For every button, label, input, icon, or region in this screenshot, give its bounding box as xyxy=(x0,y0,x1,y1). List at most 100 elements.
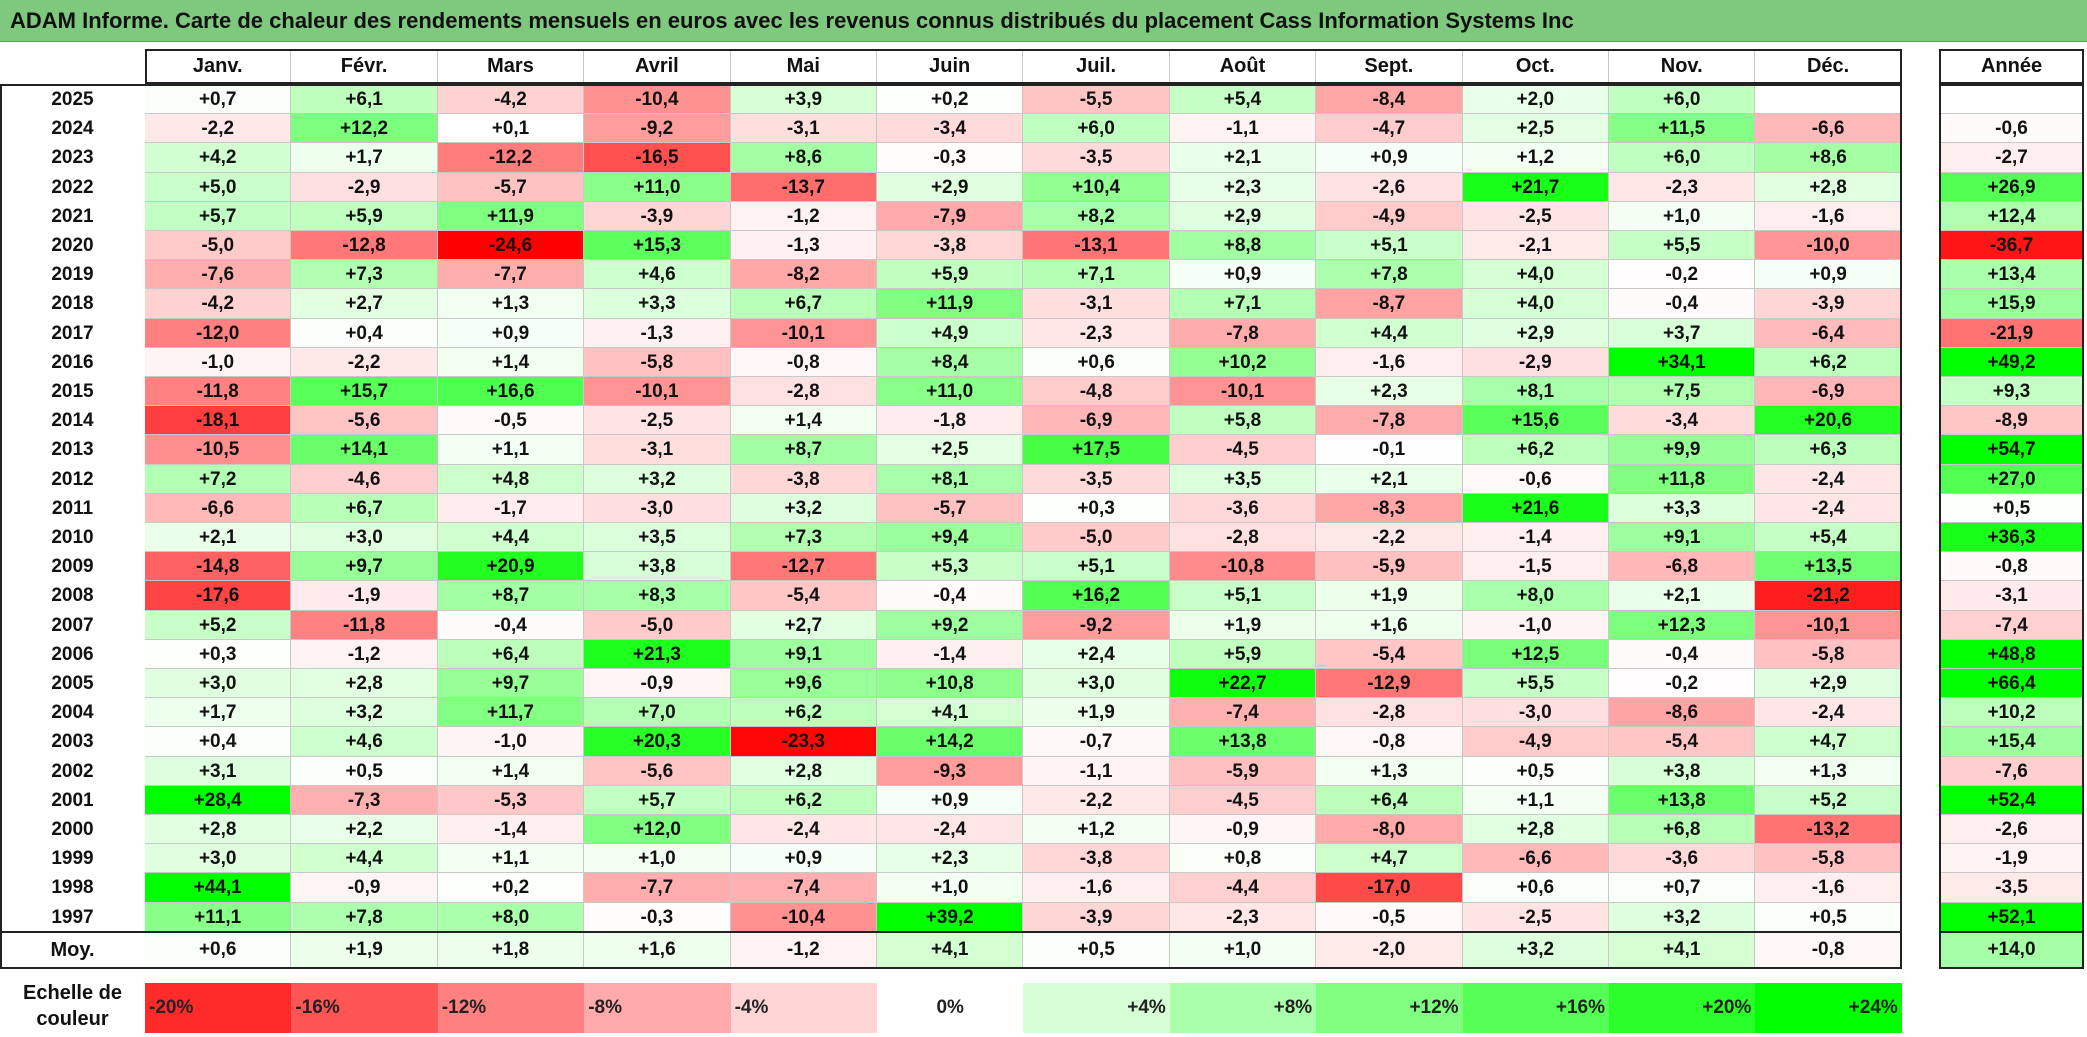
heatmap-cell: -7,4 xyxy=(1169,698,1317,728)
heatmap-cell: -9,2 xyxy=(1023,610,1170,640)
row-year-label: 2002 xyxy=(51,760,94,782)
heatmap-cell: +3,3 xyxy=(1609,493,1756,523)
heatmap-cell: +1,3 xyxy=(1755,756,1902,786)
heatmap-cell: -7,6 xyxy=(145,260,292,290)
heatmap-cell: +6,8 xyxy=(1609,815,1756,845)
heatmap-cell: +5,1 xyxy=(1169,581,1317,611)
year-header: Année xyxy=(1939,49,2084,84)
heatmap-cell: +2,7 xyxy=(730,610,877,640)
heatmap-cell: +6,3 xyxy=(1755,435,1902,465)
heatmap-cell: -3,1 xyxy=(1023,289,1170,319)
heatmap-cell: +15,6 xyxy=(1462,406,1609,436)
heatmap-cell: -1,4 xyxy=(437,815,585,845)
heatmap-cell: -6,4 xyxy=(1755,318,1902,348)
annual-cell: +48,8 xyxy=(1939,639,2084,669)
heatmap-cell: +4,4 xyxy=(1316,318,1463,348)
month-header: Nov. xyxy=(1609,49,1756,84)
color-scale-swatch: -4% xyxy=(730,983,877,1033)
heatmap-cell: +4,8 xyxy=(437,464,585,494)
heatmap-cell: -4,7 xyxy=(1316,114,1463,144)
heatmap-cell: -0,6 xyxy=(1462,464,1609,494)
heatmap-cell: -4,5 xyxy=(1169,785,1317,815)
heatmap-cell: +8,7 xyxy=(730,435,877,465)
heatmap-cell: +4,0 xyxy=(1462,289,1609,319)
heatmap-cell: -0,9 xyxy=(291,873,438,903)
month-header: Juin xyxy=(877,49,1024,84)
heatmap-cell: +8,0 xyxy=(1462,581,1609,611)
heatmap-cell: +8,4 xyxy=(877,347,1024,377)
annual-cell: -7,4 xyxy=(1939,610,2084,640)
heatmap-cell: +3,2 xyxy=(1609,902,1756,932)
color-scale-swatch: -16% xyxy=(291,983,438,1033)
month-header: Mai xyxy=(730,49,877,84)
heatmap-cell: -5,0 xyxy=(145,231,292,261)
heatmap-cell: -10,0 xyxy=(1755,231,1902,261)
average-cell: +4,1 xyxy=(1609,932,1756,968)
heatmap-cell: -11,8 xyxy=(291,610,438,640)
average-cell: +3,2 xyxy=(1462,932,1609,968)
heatmap-cell: +21,3 xyxy=(584,639,731,669)
heatmap-cell: +3,2 xyxy=(584,464,731,494)
heatmap-cell: +1,4 xyxy=(437,756,585,786)
average-cell: -2,0 xyxy=(1316,932,1463,968)
heatmap-cell: +4,6 xyxy=(291,727,438,757)
heatmap-cell: -10,8 xyxy=(1169,552,1317,582)
row-year-label: 2018 xyxy=(51,293,94,315)
heatmap-cell: +5,9 xyxy=(291,201,438,231)
heatmap-cell: -2,8 xyxy=(730,377,877,407)
heatmap-cell: +2,1 xyxy=(1169,143,1317,173)
heatmap-cell: -3,9 xyxy=(1755,289,1902,319)
heatmap-cell: +44,1 xyxy=(145,873,292,903)
page-title: ADAM Informe. Carte de chaleur des rende… xyxy=(10,8,1574,33)
heatmap-cell: +7,5 xyxy=(1609,377,1756,407)
heatmap-cell: -7,7 xyxy=(584,873,731,903)
annual-cell: +15,4 xyxy=(1939,727,2084,757)
heatmap-cell: +5,2 xyxy=(1755,785,1902,815)
heatmap-cell: -17,6 xyxy=(145,581,292,611)
heatmap-cell: -1,6 xyxy=(1316,347,1463,377)
heatmap-cell: +11,8 xyxy=(1609,464,1756,494)
heatmap-cell: +0,6 xyxy=(1462,873,1609,903)
heatmap-cell: -6,6 xyxy=(1462,844,1609,874)
heatmap-cell: -5,0 xyxy=(1023,523,1170,553)
row-year-label: 2014 xyxy=(51,410,94,432)
annual-cell: +9,3 xyxy=(1939,377,2084,407)
month-header: Août xyxy=(1169,49,1317,84)
heatmap-cell: -2,5 xyxy=(584,406,731,436)
average-annual-cell: +14,0 xyxy=(1939,932,2084,968)
heatmap-cell: +0,9 xyxy=(437,318,585,348)
annual-cell: +10,2 xyxy=(1939,698,2084,728)
heatmap-cell: -4,9 xyxy=(1462,727,1609,757)
heatmap-cell: +11,1 xyxy=(145,902,292,932)
row-year-label: 2011 xyxy=(51,497,94,519)
month-header: Sept. xyxy=(1316,49,1463,84)
heatmap-cell: -2,9 xyxy=(1462,347,1609,377)
color-scale-title: Echelle de couleur xyxy=(0,980,145,1032)
heatmap-cell: -5,5 xyxy=(1023,85,1170,115)
heatmap-cell: +15,3 xyxy=(584,231,731,261)
heatmap-cell: +6,1 xyxy=(291,85,438,115)
heatmap-cell: -4,4 xyxy=(1169,873,1317,903)
heatmap-cell: -4,6 xyxy=(291,464,438,494)
heatmap-cell: -2,4 xyxy=(1755,464,1902,494)
heatmap-cell: -3,0 xyxy=(1462,698,1609,728)
heatmap-cell: -10,1 xyxy=(1755,610,1902,640)
heatmap-cell: -2,2 xyxy=(291,347,438,377)
row-year-label: 2009 xyxy=(51,556,94,578)
heatmap-cell: +10,2 xyxy=(1169,347,1317,377)
heatmap-cell: +0,9 xyxy=(730,844,877,874)
heatmap-cell: +2,9 xyxy=(1755,669,1902,699)
heatmap-cell: +2,3 xyxy=(1169,172,1317,202)
row-year-label: 2023 xyxy=(51,147,94,169)
heatmap-cell: -0,3 xyxy=(877,143,1024,173)
heatmap-cell: -6,8 xyxy=(1609,552,1756,582)
heatmap-cell: +2,3 xyxy=(877,844,1024,874)
heatmap-cell: +11,9 xyxy=(877,289,1024,319)
heatmap-cell: -12,8 xyxy=(291,231,438,261)
heatmap-cell: +3,5 xyxy=(584,523,731,553)
heatmap-cell: +2,3 xyxy=(1316,377,1463,407)
heatmap-cell: +6,0 xyxy=(1609,143,1756,173)
heatmap-cell: -2,3 xyxy=(1169,902,1317,932)
heatmap-cell: +1,9 xyxy=(1316,581,1463,611)
heatmap-cell: +16,2 xyxy=(1023,581,1170,611)
